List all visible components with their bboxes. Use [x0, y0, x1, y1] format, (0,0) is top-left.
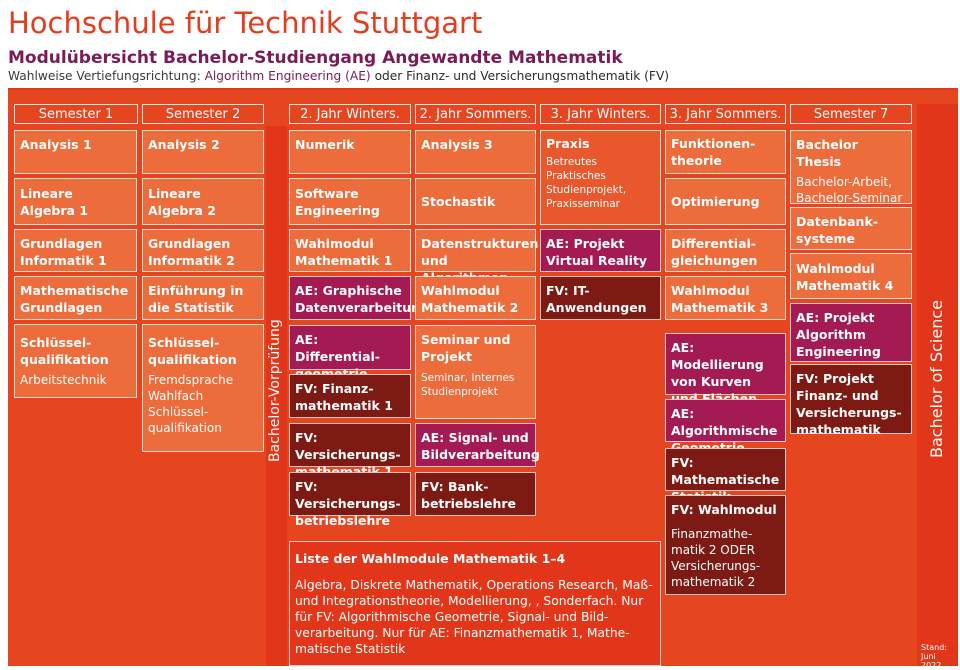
wahlmodule-list: Liste der Wahlmodule Mathematik 1–4 Alge…	[289, 541, 661, 666]
module-statistik: Einführung in die Statistik	[142, 276, 264, 320]
module-fv-versicherungsmathematik-1: FV: Versicherungs­mathematik 1	[289, 423, 411, 479]
module-ae-algorithmische-geometrie: AE: Algorithmische Geometrie	[665, 399, 786, 455]
module-linear-algebra-2: Lineare Algebra 2	[142, 178, 264, 225]
bachelor-bar	[917, 104, 958, 666]
specialization-note: Wahlweise Vertiefungsrichtung: Algorithm…	[8, 69, 669, 83]
semester-header-3: 2. Jahr Winters.	[289, 104, 411, 124]
semester-header-2: Semester 2	[142, 104, 264, 124]
module-fv-bankbetriebslehre: FV: Bank­betriebslehre	[415, 472, 536, 516]
specialization-oder: oder	[374, 69, 403, 83]
module-numerik: Numerik	[289, 130, 411, 174]
specialization-prefix: Wahlweise Vertiefungsrichtung:	[8, 69, 201, 83]
semester-header-6: 3. Jahr Sommers.	[665, 104, 786, 124]
semester-header-1: Semester 1	[14, 104, 138, 124]
module-fv-mathematische-statistik: FV: Mathematische Statistik	[665, 448, 786, 504]
semester-header-7: Semester 7	[790, 104, 912, 124]
module-software-engineering: Software Engineering	[289, 178, 411, 225]
module-wahlmodul-3: Wahlmodul Mathematik 3	[665, 276, 786, 320]
module-schluesselqualifikation-1: Schlüssel­qualifikation Arbeitstechnik	[14, 324, 137, 398]
vorpruefung-label: Bachelor-Vorprüfung	[267, 319, 283, 462]
module-bachelor-thesis: Bachelor Thesis Bachelor-Arbeit, Bachelo…	[790, 130, 912, 205]
page-title: Hochschule für Technik Stuttgart	[8, 6, 483, 40]
module-ae-virtual-reality: AE: Projekt Virtual Reality	[540, 229, 661, 272]
module-informatik-2: Grundlagen Informatik 2	[142, 229, 264, 272]
specialization-ae: Algorithm Engineering (AE)	[204, 69, 371, 83]
module-wahlmodul-4: Wahlmodul Mathematik 4	[790, 253, 912, 299]
module-math-grundlagen: Mathematische Grundlagen	[14, 276, 137, 320]
module-wahlmodul-1: Wahlmodul Mathematik 1	[289, 229, 411, 272]
module-datenstrukturen: Datenstrukturen und Algorithmen	[415, 229, 538, 285]
module-wahlmodul-2: Wahlmodul Mathematik 2	[415, 276, 536, 320]
module-fv-finanzmathematik-1: FV: Finanz­mathematik 1	[289, 374, 411, 418]
module-ae-signal: AE: Signal- und Bildverarbeitung	[415, 423, 540, 467]
semester-header-5: 3. Jahr Winters.	[540, 104, 661, 124]
module-differentialgleichungen: Differential­gleichungen	[665, 229, 786, 272]
bachelor-label: Bachelor of Science	[927, 300, 946, 458]
module-informatik-1: Grundlagen Informatik 1	[14, 229, 137, 272]
module-analysis-2: Analysis 2	[142, 130, 264, 174]
module-ae-differentialgeometrie: AE: Differential­geometrie	[289, 325, 411, 381]
module-ae-projekt-algorithm-engineering: AE: Projekt Algorithm Engineering	[790, 303, 912, 362]
module-fv-it-anwendungen: FV: IT-Anwendungen	[540, 276, 661, 320]
module-fv-projekt: FV: Projekt Finanz- und Versicherungs­ma…	[790, 364, 912, 437]
module-praxis: Praxis Betreutes Praktisches Studienproj…	[540, 130, 661, 225]
module-datenbanksysteme: Datenbank­systeme	[790, 207, 912, 250]
module-funktionentheorie: Funktionen­theorie	[665, 130, 786, 174]
vorpruefung-bar	[266, 126, 287, 666]
module-fv-versicherungsbetriebslehre: FV: Versicherungs­betriebslehre	[289, 472, 411, 528]
module-linear-algebra-1: Lineare Algebra 1	[14, 178, 137, 225]
module-stochastik: Stochastik	[415, 178, 536, 225]
specialization-fv: Finanz- und Versicherungsmathematik (FV)	[406, 69, 670, 83]
page-subtitle: Modulübersicht Bachelor-Studiengang Ange…	[8, 48, 623, 68]
wahlmodule-list-title: Liste der Wahlmodule Mathematik 1–4	[295, 551, 566, 566]
module-optimierung: Optimierung	[665, 178, 786, 225]
semester-header-4: 2. Jahr Sommers.	[415, 104, 536, 124]
module-fv-wahlmodul: FV: Wahlmodul Finanzmathe­matik 2 ODER V…	[665, 495, 786, 595]
module-analysis-1: Analysis 1	[14, 130, 137, 174]
module-ae-graphische: AE: Graphische Datenverarbeitung	[289, 276, 429, 320]
wahlmodule-list-text: Algebra, Diskrete Mathematik, Operations…	[295, 578, 653, 656]
header-divider	[8, 88, 958, 90]
module-analysis-3: Analysis 3	[415, 130, 536, 174]
module-ae-kurven-flaechen: AE: Modellierung von Kurven und Flächen	[665, 333, 786, 406]
module-seminar-projekt: Seminar und Projekt Seminar, Internes St…	[415, 325, 536, 419]
module-schluesselqualifikation-2: Schlüssel­qualifikation Fremdsprache Wah…	[142, 324, 264, 452]
